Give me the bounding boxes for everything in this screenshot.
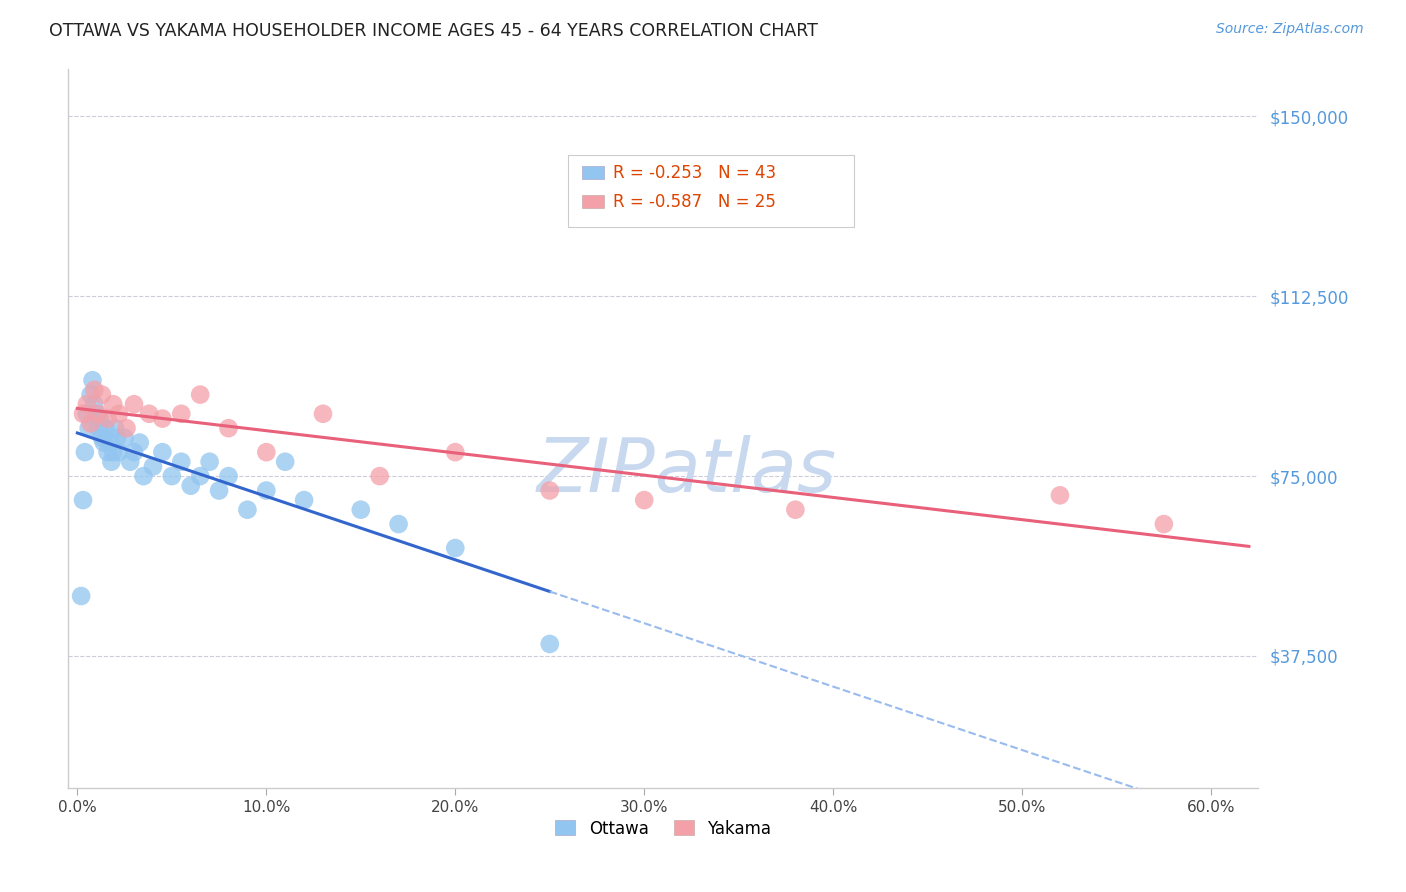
Text: OTTAWA VS YAKAMA HOUSEHOLDER INCOME AGES 45 - 64 YEARS CORRELATION CHART: OTTAWA VS YAKAMA HOUSEHOLDER INCOME AGES… [49, 22, 818, 40]
Point [198, 455, 221, 469]
Point [208, 483, 231, 498]
Legend: Ottawa, Yakama: Ottawa, Yakama [548, 813, 778, 844]
Point [122, 445, 145, 459]
Point [188, 469, 211, 483]
Point [254, 445, 277, 459]
Point [236, 502, 259, 516]
Point [1153, 517, 1175, 532]
Point [254, 483, 277, 498]
Point [83, 397, 105, 411]
Point [160, 469, 183, 483]
Point [72, 407, 94, 421]
Point [538, 637, 561, 651]
Point [115, 421, 138, 435]
Point [785, 502, 807, 516]
Point [138, 407, 160, 421]
Point [100, 455, 122, 469]
Point [387, 517, 409, 532]
FancyBboxPatch shape [582, 166, 603, 179]
Point [188, 387, 211, 401]
Point [79, 417, 101, 431]
Point [77, 421, 100, 435]
Point [87, 421, 110, 435]
Point [114, 431, 136, 445]
Point [312, 407, 335, 421]
FancyBboxPatch shape [568, 155, 853, 227]
Point [122, 397, 145, 411]
Point [90, 431, 112, 445]
Point [218, 469, 240, 483]
Point [87, 407, 110, 421]
Point [108, 445, 131, 459]
Point [368, 469, 391, 483]
Point [108, 407, 131, 421]
Point [1049, 488, 1071, 502]
Point [89, 411, 111, 425]
Point [104, 421, 127, 435]
Point [150, 445, 173, 459]
Point [132, 469, 155, 483]
Point [70, 589, 93, 603]
Point [444, 541, 467, 555]
Text: R = -0.253   N = 43: R = -0.253 N = 43 [613, 164, 776, 182]
Point [97, 445, 120, 459]
Point [76, 397, 98, 411]
Point [82, 373, 104, 387]
Text: Source: ZipAtlas.com: Source: ZipAtlas.com [1216, 22, 1364, 37]
Point [170, 455, 193, 469]
Point [128, 435, 150, 450]
Point [93, 435, 115, 450]
Point [103, 397, 125, 411]
Text: R = -0.587   N = 25: R = -0.587 N = 25 [613, 193, 776, 211]
Point [79, 387, 101, 401]
Point [73, 445, 96, 459]
Point [444, 445, 467, 459]
FancyBboxPatch shape [582, 195, 603, 208]
Point [292, 493, 315, 508]
Point [103, 445, 125, 459]
Point [274, 455, 297, 469]
Point [180, 479, 202, 493]
Point [97, 411, 120, 425]
Point [350, 502, 373, 516]
Point [120, 455, 142, 469]
Point [90, 387, 112, 401]
Point [94, 421, 117, 435]
Point [170, 407, 193, 421]
Point [72, 493, 94, 508]
Point [76, 407, 98, 421]
Point [98, 435, 121, 450]
Point [84, 407, 107, 421]
Point [150, 411, 173, 425]
Point [142, 459, 165, 474]
Text: ZIPatlas: ZIPatlas [537, 435, 837, 508]
Point [83, 383, 105, 397]
Point [218, 421, 240, 435]
Point [538, 483, 561, 498]
Point [105, 431, 128, 445]
Point [633, 493, 655, 508]
